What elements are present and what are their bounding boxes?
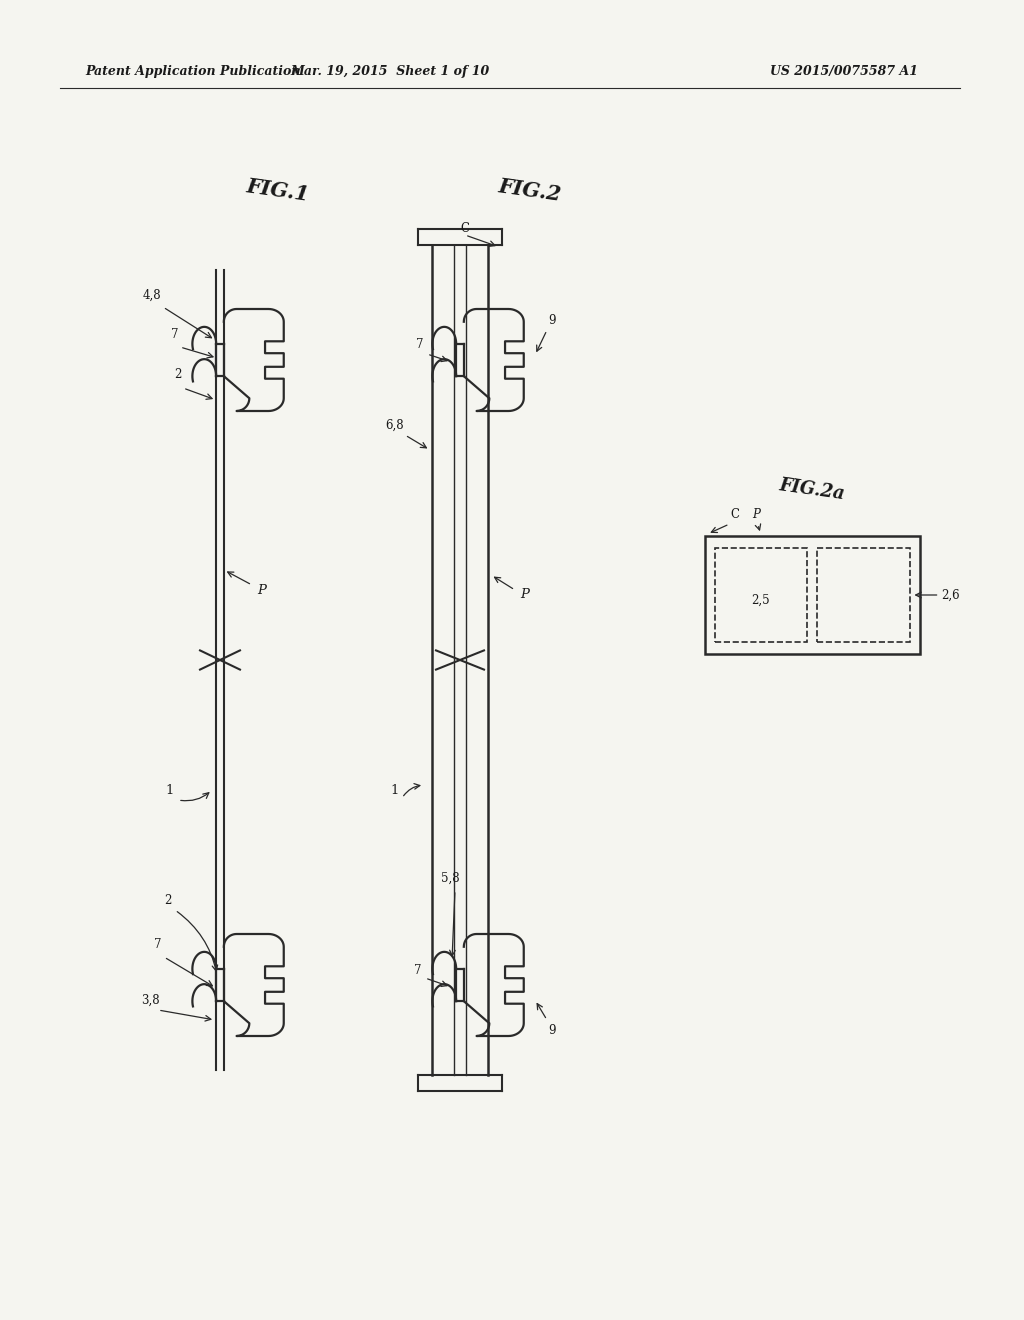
Text: 2: 2 [164, 894, 172, 907]
Text: FIG.2a: FIG.2a [778, 477, 846, 503]
Text: 1: 1 [166, 784, 174, 796]
Text: FIG.2: FIG.2 [498, 176, 563, 205]
Text: P: P [258, 583, 266, 597]
Text: Patent Application Publication: Patent Application Publication [85, 66, 300, 78]
Text: 6,8: 6,8 [386, 418, 404, 432]
Text: 7: 7 [155, 939, 162, 952]
Text: 4,8: 4,8 [142, 289, 162, 301]
Text: 7: 7 [415, 964, 422, 977]
Text: 2: 2 [174, 368, 181, 381]
Bar [715, 548, 807, 642]
Text: 7: 7 [171, 329, 179, 342]
Text: P: P [520, 589, 529, 602]
Text: 2,5: 2,5 [752, 594, 770, 606]
Text: 1: 1 [391, 784, 399, 796]
Text: C: C [461, 222, 469, 235]
Bar [817, 548, 909, 642]
Text: Mar. 19, 2015  Sheet 1 of 10: Mar. 19, 2015 Sheet 1 of 10 [291, 66, 489, 78]
Text: 9: 9 [548, 314, 556, 326]
Text: 3,8: 3,8 [140, 994, 160, 1006]
Text: 7: 7 [416, 338, 424, 351]
Text: US 2015/0075587 A1: US 2015/0075587 A1 [770, 66, 918, 78]
Text: C: C [730, 508, 739, 521]
Text: 2,6: 2,6 [941, 589, 961, 602]
Text: FIG.1: FIG.1 [245, 176, 311, 205]
Text: 5,8: 5,8 [440, 871, 460, 884]
Text: P: P [752, 508, 760, 521]
Bar [705, 536, 920, 653]
Text: 9: 9 [548, 1023, 556, 1036]
